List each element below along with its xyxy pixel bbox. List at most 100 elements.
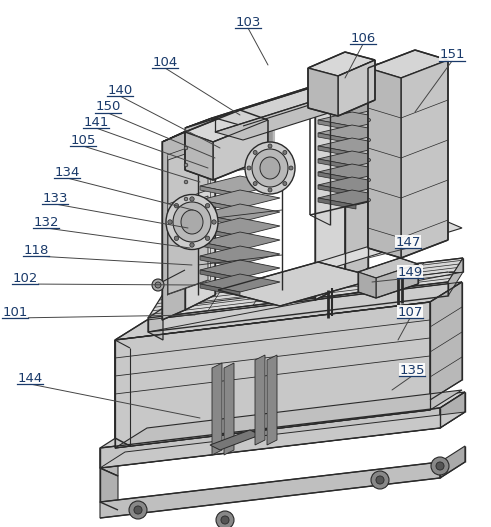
Polygon shape — [358, 272, 376, 298]
Polygon shape — [318, 99, 390, 114]
Polygon shape — [318, 151, 390, 166]
Text: 105: 105 — [70, 133, 96, 147]
Circle shape — [367, 99, 371, 102]
Text: 106: 106 — [351, 32, 376, 44]
Circle shape — [221, 516, 229, 524]
Polygon shape — [318, 222, 462, 268]
Text: 134: 134 — [55, 165, 80, 179]
Text: 141: 141 — [83, 115, 109, 129]
Polygon shape — [210, 430, 260, 450]
Circle shape — [168, 220, 172, 224]
Polygon shape — [100, 448, 118, 476]
Polygon shape — [200, 246, 280, 264]
Polygon shape — [200, 274, 280, 292]
Polygon shape — [200, 260, 280, 278]
Circle shape — [268, 144, 272, 148]
Text: 150: 150 — [95, 101, 121, 113]
Circle shape — [268, 188, 272, 192]
Polygon shape — [162, 132, 185, 320]
Polygon shape — [318, 107, 356, 118]
Polygon shape — [200, 190, 280, 208]
Polygon shape — [318, 94, 356, 105]
Text: 118: 118 — [23, 243, 49, 257]
Polygon shape — [200, 218, 280, 236]
Polygon shape — [185, 132, 213, 180]
Circle shape — [367, 179, 371, 181]
Text: 132: 132 — [33, 216, 59, 229]
Circle shape — [367, 139, 371, 142]
Circle shape — [190, 243, 194, 247]
Polygon shape — [100, 468, 118, 510]
Text: 135: 135 — [399, 364, 425, 376]
Polygon shape — [318, 133, 356, 144]
Polygon shape — [100, 462, 440, 518]
Polygon shape — [148, 308, 163, 340]
Circle shape — [436, 462, 444, 470]
Text: 103: 103 — [235, 15, 261, 28]
Ellipse shape — [245, 142, 295, 194]
Polygon shape — [115, 302, 430, 448]
Polygon shape — [310, 60, 415, 88]
Polygon shape — [115, 282, 462, 340]
Circle shape — [205, 236, 210, 240]
Circle shape — [253, 150, 257, 154]
Ellipse shape — [166, 194, 218, 249]
Polygon shape — [368, 68, 401, 258]
Polygon shape — [318, 159, 356, 170]
Polygon shape — [115, 390, 462, 448]
Circle shape — [134, 506, 142, 514]
Polygon shape — [200, 242, 240, 254]
Circle shape — [212, 220, 216, 224]
Polygon shape — [200, 186, 240, 198]
Polygon shape — [255, 355, 265, 445]
Polygon shape — [318, 86, 390, 101]
Polygon shape — [200, 176, 280, 194]
Circle shape — [152, 279, 164, 291]
Polygon shape — [315, 80, 345, 300]
Polygon shape — [100, 412, 465, 468]
Circle shape — [376, 476, 384, 484]
Polygon shape — [162, 118, 215, 142]
Polygon shape — [338, 60, 375, 116]
Polygon shape — [100, 392, 465, 448]
Text: 101: 101 — [2, 306, 27, 318]
Polygon shape — [430, 282, 462, 400]
Polygon shape — [318, 177, 390, 192]
Polygon shape — [315, 68, 368, 95]
Polygon shape — [185, 118, 215, 310]
Polygon shape — [318, 125, 390, 140]
Circle shape — [367, 199, 371, 201]
Polygon shape — [318, 164, 390, 179]
Polygon shape — [395, 60, 415, 205]
Circle shape — [190, 197, 194, 201]
Ellipse shape — [260, 157, 280, 179]
Circle shape — [367, 159, 371, 161]
Polygon shape — [318, 190, 390, 205]
Polygon shape — [318, 172, 356, 183]
Polygon shape — [200, 232, 280, 250]
Polygon shape — [218, 262, 380, 306]
Polygon shape — [212, 363, 222, 455]
Ellipse shape — [173, 202, 211, 242]
Polygon shape — [267, 355, 277, 445]
Circle shape — [283, 182, 287, 186]
Polygon shape — [200, 204, 280, 222]
Polygon shape — [215, 88, 338, 126]
Polygon shape — [115, 340, 130, 446]
Circle shape — [253, 182, 257, 186]
Polygon shape — [376, 264, 418, 298]
Polygon shape — [168, 196, 208, 294]
Polygon shape — [100, 408, 440, 468]
Circle shape — [129, 501, 147, 519]
Polygon shape — [440, 392, 465, 428]
Polygon shape — [308, 68, 338, 116]
Circle shape — [431, 457, 449, 475]
Polygon shape — [200, 270, 240, 282]
Circle shape — [205, 203, 210, 208]
Circle shape — [371, 471, 389, 489]
Text: 104: 104 — [152, 55, 178, 69]
Text: 151: 151 — [439, 48, 465, 62]
Polygon shape — [308, 52, 375, 76]
Polygon shape — [318, 120, 356, 131]
Ellipse shape — [181, 210, 203, 234]
